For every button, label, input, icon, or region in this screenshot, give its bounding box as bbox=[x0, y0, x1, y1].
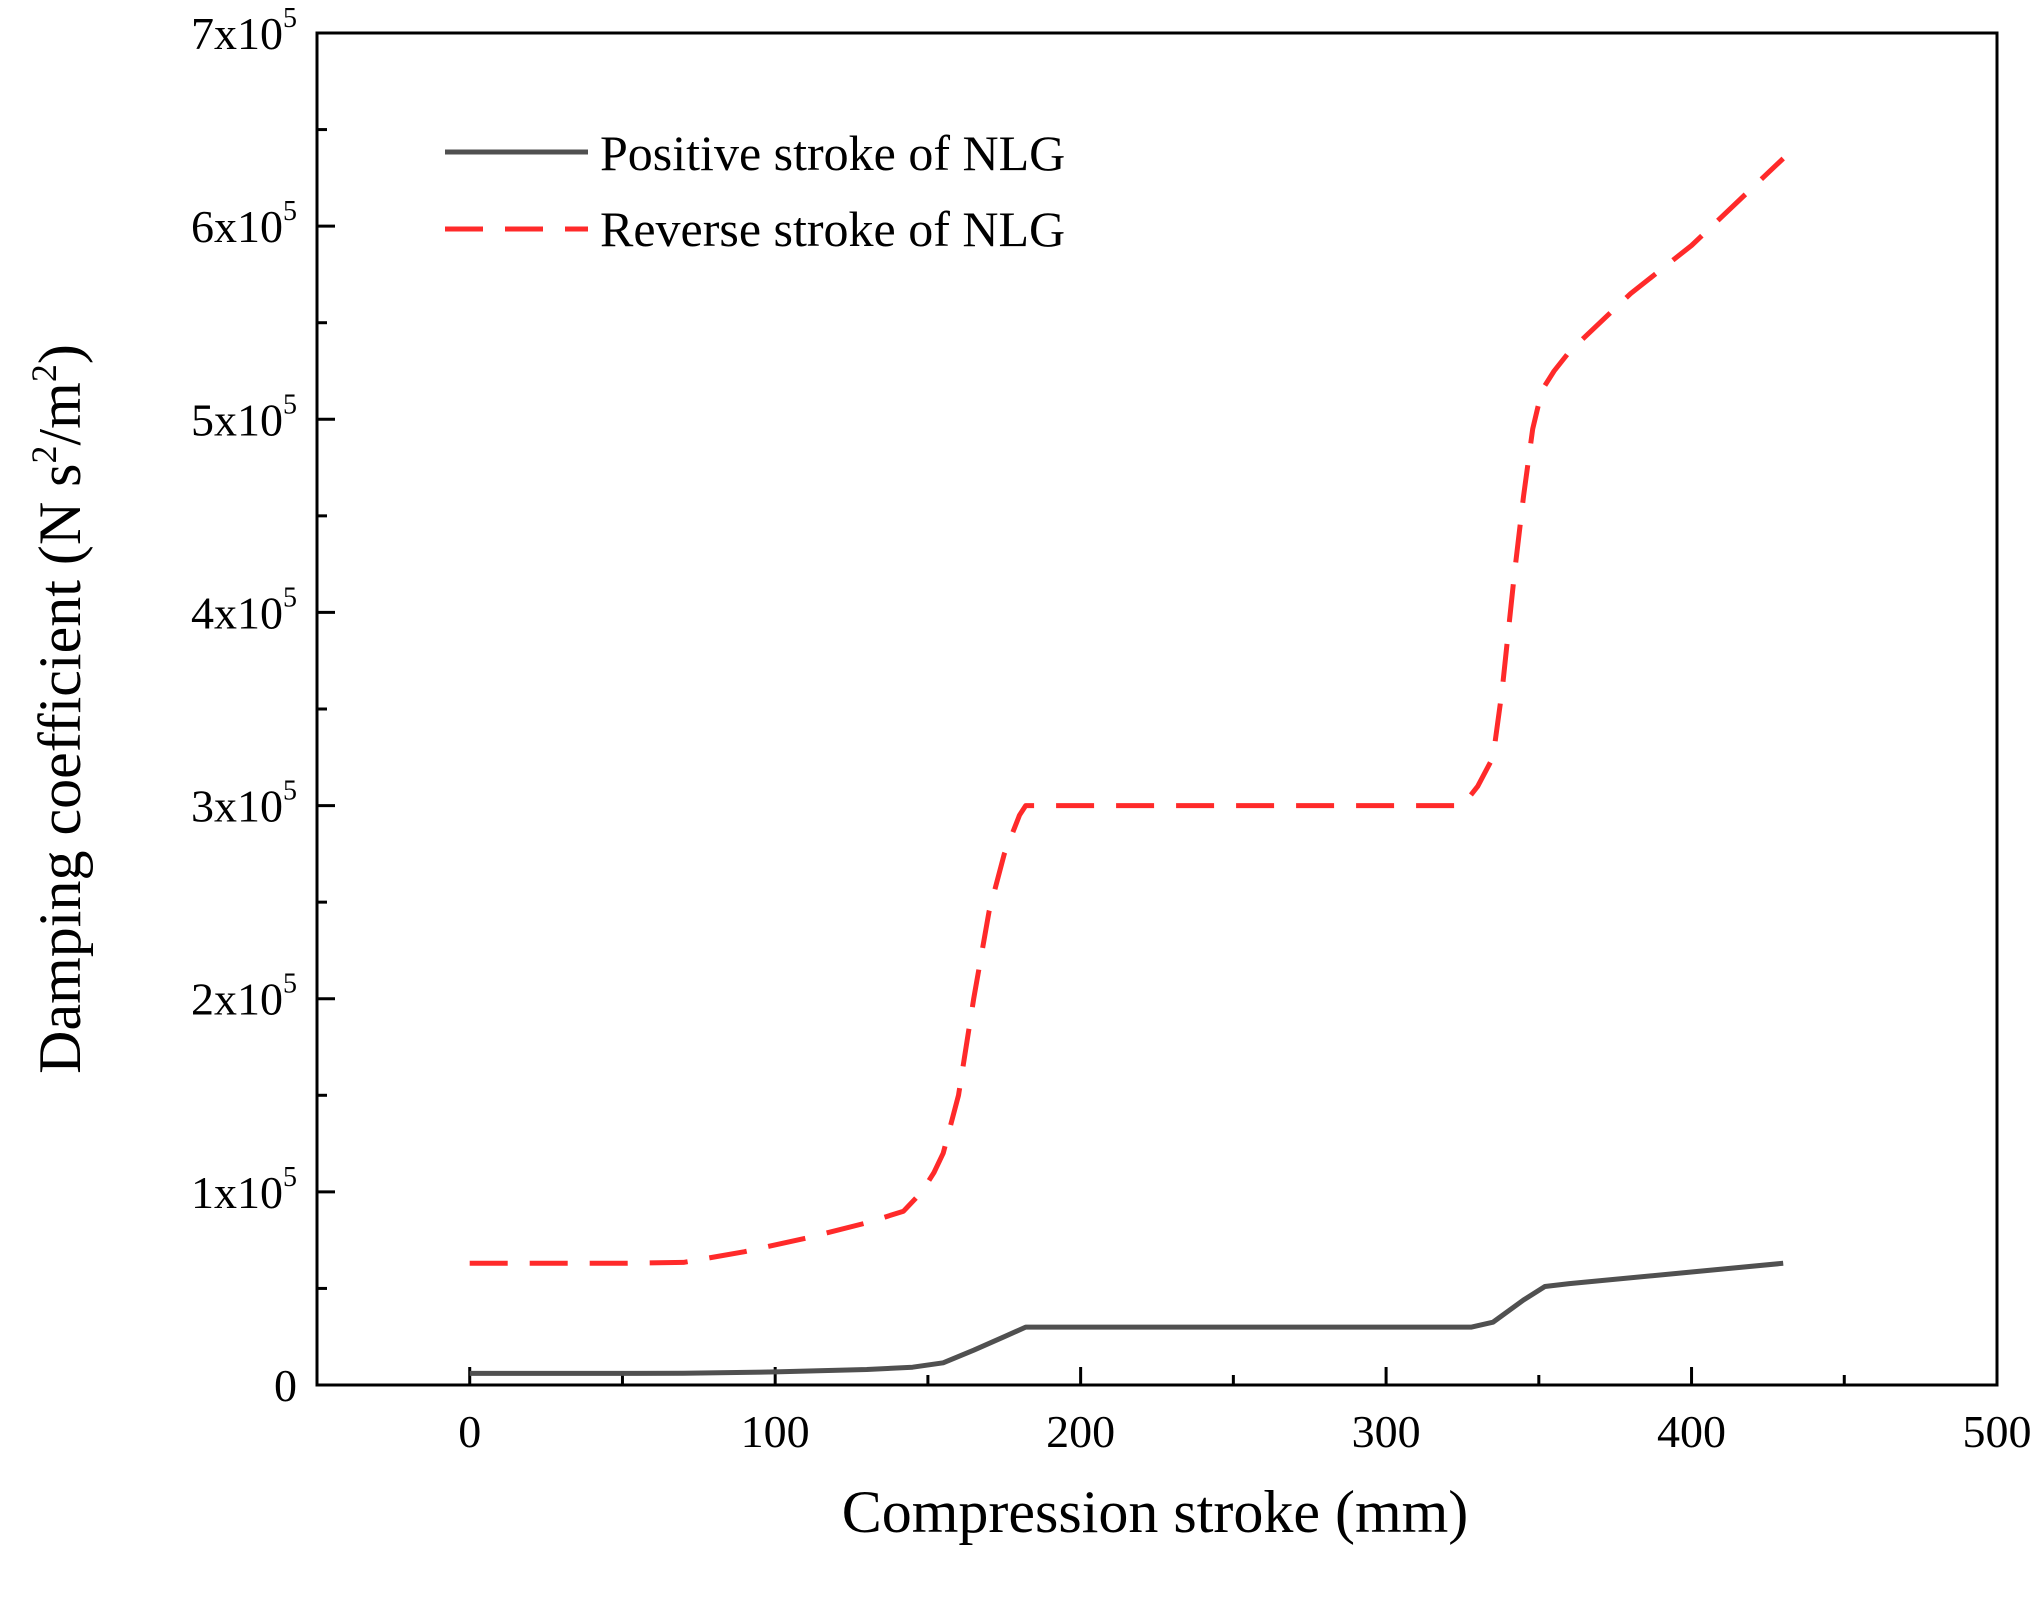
y-tick-label-exponent: 5 bbox=[283, 969, 297, 1000]
x-tick-label: 200 bbox=[1046, 1406, 1115, 1457]
y-tick-label-base: 1x10 bbox=[191, 1167, 283, 1218]
y-tick-label-base: 7x10 bbox=[191, 8, 283, 59]
y-tick-label: 7x105 bbox=[191, 3, 297, 59]
y-tick-label-base: 6x10 bbox=[191, 201, 283, 252]
y-tick-label-exponent: 5 bbox=[283, 389, 297, 420]
y-tick-label: 6x105 bbox=[191, 196, 297, 252]
y-tick-label-exponent: 5 bbox=[283, 1162, 297, 1193]
y-tick-label-exponent: 5 bbox=[283, 196, 297, 227]
y-tick-label-base: 0 bbox=[274, 1360, 297, 1411]
series-layer bbox=[469, 156, 1785, 1376]
y-tick-label-exponent: 5 bbox=[283, 582, 297, 613]
x-tick-label: 100 bbox=[741, 1406, 810, 1457]
y-tick-label: 4x105 bbox=[191, 582, 297, 638]
y-axis-title: Damping coefficient (N s2/m2) bbox=[24, 344, 93, 1074]
y-tick-label: 2x105 bbox=[191, 969, 297, 1025]
x-tick-label: 400 bbox=[1657, 1406, 1726, 1457]
series-positive-stroke-line bbox=[469, 1260, 1784, 1376]
x-axis-title: Compression stroke (mm) bbox=[842, 1479, 1469, 1545]
y-tick-label-base: 4x10 bbox=[191, 587, 283, 638]
y-tick-label: 3x105 bbox=[191, 776, 297, 832]
y-tick-label-base: 3x10 bbox=[191, 781, 283, 832]
x-tick-label: 500 bbox=[1963, 1406, 2032, 1457]
y-axis-title-mid: /m bbox=[27, 382, 93, 445]
plot-frame bbox=[315, 31, 1999, 1387]
y-axis-title-prefix: Damping coefficient (N s bbox=[27, 463, 93, 1073]
y-axis-title-suffix: ) bbox=[27, 344, 93, 364]
x-tick-label: 0 bbox=[458, 1406, 481, 1457]
y-tick-label: 0 bbox=[274, 1360, 297, 1411]
y-tick-label: 1x105 bbox=[191, 1162, 297, 1218]
x-tick-label: 300 bbox=[1352, 1406, 1421, 1457]
y-tick-label-base: 5x10 bbox=[191, 394, 283, 445]
legend-label-positive: Positive stroke of NLG bbox=[600, 125, 1065, 181]
y-tick-label-exponent: 5 bbox=[283, 3, 297, 34]
y-axis-title-sup2: 2 bbox=[24, 364, 64, 382]
x-axis-tick-labels: 0 100 200 300 400 500 bbox=[458, 1406, 2031, 1457]
y-axis-title-sup1: 2 bbox=[24, 445, 64, 463]
legend-label-reverse: Reverse stroke of NLG bbox=[600, 201, 1065, 257]
y-tick-label: 5x105 bbox=[191, 389, 297, 445]
legend: Positive stroke of NLG Reverse stroke of… bbox=[445, 125, 1065, 257]
y-tick-label-exponent: 5 bbox=[283, 776, 297, 807]
y-tick-label-base: 2x10 bbox=[191, 974, 283, 1025]
